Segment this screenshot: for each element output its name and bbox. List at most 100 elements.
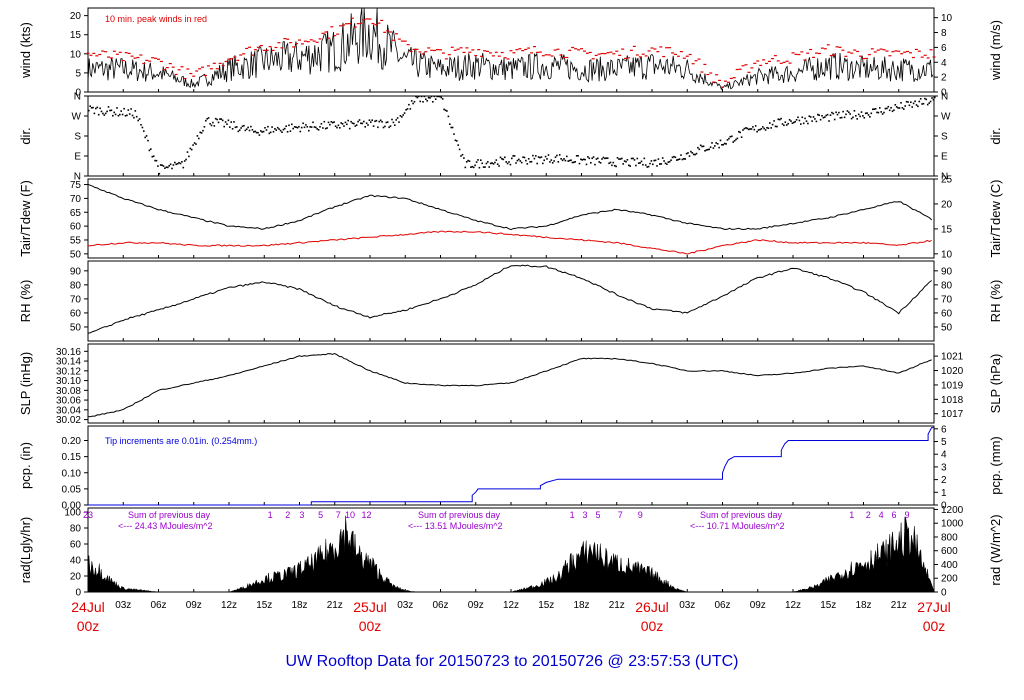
rad-ytick-label: 80 — [70, 524, 82, 535]
dir-point — [721, 144, 723, 146]
dir-point — [659, 163, 661, 165]
dir-point — [824, 116, 826, 118]
pcp-annotation: Tip increments are 0.01in. (0.254mm.) — [105, 436, 257, 446]
dir-point — [529, 161, 531, 163]
dir-point — [329, 123, 331, 126]
dir-panel: dir. dir.N NE ES SW WN N — [18, 92, 1003, 183]
dir-point — [127, 109, 130, 111]
temp-ytick-label: 70 — [70, 194, 82, 205]
dir-point — [642, 163, 644, 166]
dir-point — [657, 158, 660, 160]
dir-point — [113, 111, 115, 114]
temp-ytick-right-label: 15 — [941, 224, 953, 235]
dir-point — [683, 158, 685, 160]
rad-ylabel: rad(Lgly/hr) — [18, 517, 33, 583]
dir-point — [341, 123, 344, 125]
dir-point — [300, 126, 303, 129]
dir-point — [159, 164, 162, 166]
dir-point — [716, 143, 719, 145]
dir-point — [666, 163, 668, 165]
dir-point — [313, 126, 316, 128]
dir-point — [838, 111, 840, 114]
tair-line — [87, 183, 933, 231]
dir-point — [551, 162, 554, 164]
dir-point — [884, 107, 887, 110]
dir-point — [427, 96, 430, 99]
dir-point — [676, 159, 678, 161]
slp-ytick-right-label: 1020 — [941, 366, 964, 377]
dir-point — [354, 125, 357, 127]
dir-point — [206, 118, 208, 120]
rad-hour-mark: 2 — [285, 510, 290, 520]
dir-point — [749, 128, 751, 130]
dir-point — [240, 127, 242, 129]
wind-annotation: 10 min. peak winds in red — [105, 14, 207, 24]
dir-point — [795, 119, 798, 121]
dir-point — [441, 98, 444, 100]
wind-ytick-label: 20 — [70, 11, 82, 22]
rad-sum-value: <--- 10.71 MJoules/m^2 — [690, 521, 785, 531]
rad-ytick-label: 60 — [70, 540, 82, 551]
dir-point — [96, 106, 99, 109]
dir-point — [248, 129, 251, 132]
dir-point — [355, 124, 358, 126]
wind-ytick-right-label: 4 — [941, 58, 947, 69]
dir-point — [504, 156, 506, 159]
dir-point — [571, 161, 574, 164]
slp-ytick-right-label: 1021 — [941, 352, 964, 363]
dir-point — [544, 155, 547, 158]
dir-point — [288, 124, 290, 127]
dir-point — [905, 100, 908, 103]
dir-point — [302, 122, 304, 125]
dir-point — [680, 154, 682, 156]
dir-point — [699, 144, 702, 147]
dir-point — [95, 107, 97, 110]
dir-point — [618, 158, 620, 160]
dir-point — [887, 105, 890, 108]
dir-point — [461, 153, 464, 156]
dir-point — [859, 115, 861, 118]
dir-point — [346, 123, 348, 126]
dir-point — [532, 154, 534, 157]
hour-label: 18z — [573, 600, 589, 611]
dir-point — [622, 163, 624, 165]
dir-point — [667, 161, 670, 163]
dir-point — [515, 162, 517, 164]
dir-point — [396, 117, 399, 119]
dir-point — [670, 159, 672, 161]
rh-ytick-right-label: 90 — [941, 266, 953, 277]
wind-ytick-right-label: 8 — [941, 28, 947, 39]
dir-ylabel: dir. — [18, 127, 33, 144]
dir-point — [484, 166, 486, 168]
dir-point — [825, 114, 827, 117]
dir-point — [598, 161, 600, 163]
dir-point — [732, 141, 734, 143]
dir-ylabel-right: dir. — [988, 127, 1003, 144]
dir-point — [668, 160, 671, 163]
rad-hour-mark: 1 — [268, 510, 273, 520]
dir-point — [767, 127, 770, 129]
dir-point — [499, 156, 502, 159]
rad-sum-value: <--- 13.51 MJoules/m^2 — [408, 521, 503, 531]
dir-point — [344, 121, 347, 124]
dir-point — [919, 98, 922, 100]
dir-point — [511, 157, 513, 160]
dir-point — [526, 163, 529, 165]
dir-point — [597, 157, 599, 160]
dir-point — [694, 153, 696, 156]
dir-point — [229, 126, 231, 128]
dir-point — [264, 127, 266, 129]
dir-point — [210, 124, 213, 127]
dir-point — [161, 164, 163, 166]
time-axis: 03z 06z 09z 12z 15z 18z 21z 03z 06z 09z 12z 15z 18z 2… — [71, 599, 950, 634]
dir-point — [253, 131, 255, 133]
dir-point — [652, 163, 654, 166]
rh-ytick-right-label: 50 — [941, 322, 953, 333]
dir-point — [660, 163, 663, 165]
dir-point — [685, 152, 688, 155]
hour-label: 06z — [432, 600, 448, 611]
dir-point — [539, 156, 541, 159]
pcp-ytick-right-label: 1 — [941, 488, 947, 499]
pcp-ytick-right-label: 6 — [941, 424, 947, 435]
dir-point — [464, 166, 467, 169]
